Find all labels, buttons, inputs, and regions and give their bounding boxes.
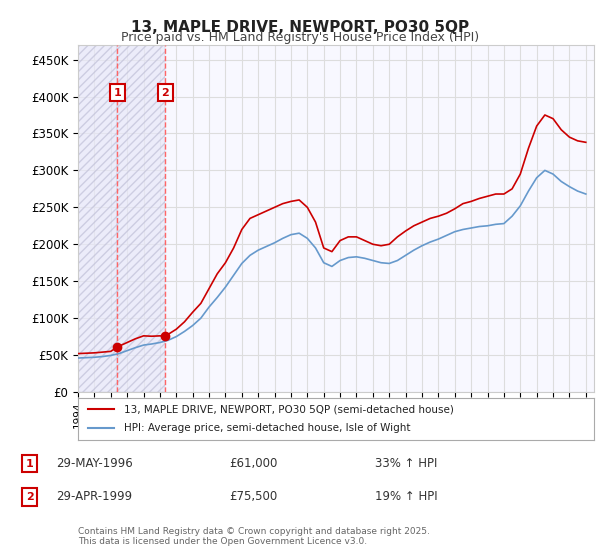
Bar	[118, 45, 166, 392]
Bar	[78, 45, 118, 392]
Text: £75,500: £75,500	[229, 491, 277, 503]
Text: 29-MAY-1996: 29-MAY-1996	[56, 457, 133, 470]
Text: 33% ↑ HPI: 33% ↑ HPI	[374, 457, 437, 470]
Text: 19% ↑ HPI: 19% ↑ HPI	[374, 491, 437, 503]
Text: 1: 1	[113, 88, 121, 98]
Text: 2: 2	[161, 88, 169, 98]
Text: Price paid vs. HM Land Registry's House Price Index (HPI): Price paid vs. HM Land Registry's House …	[121, 31, 479, 44]
Text: £61,000: £61,000	[229, 457, 277, 470]
Text: 1: 1	[26, 459, 34, 469]
Text: 29-APR-1999: 29-APR-1999	[56, 491, 132, 503]
Text: 2: 2	[26, 492, 34, 502]
Text: 13, MAPLE DRIVE, NEWPORT, PO30 5QP (semi-detached house): 13, MAPLE DRIVE, NEWPORT, PO30 5QP (semi…	[124, 404, 454, 414]
Text: Contains HM Land Registry data © Crown copyright and database right 2025.
This d: Contains HM Land Registry data © Crown c…	[78, 526, 430, 546]
Text: HPI: Average price, semi-detached house, Isle of Wight: HPI: Average price, semi-detached house,…	[124, 423, 411, 433]
Text: 13, MAPLE DRIVE, NEWPORT, PO30 5QP: 13, MAPLE DRIVE, NEWPORT, PO30 5QP	[131, 20, 469, 35]
